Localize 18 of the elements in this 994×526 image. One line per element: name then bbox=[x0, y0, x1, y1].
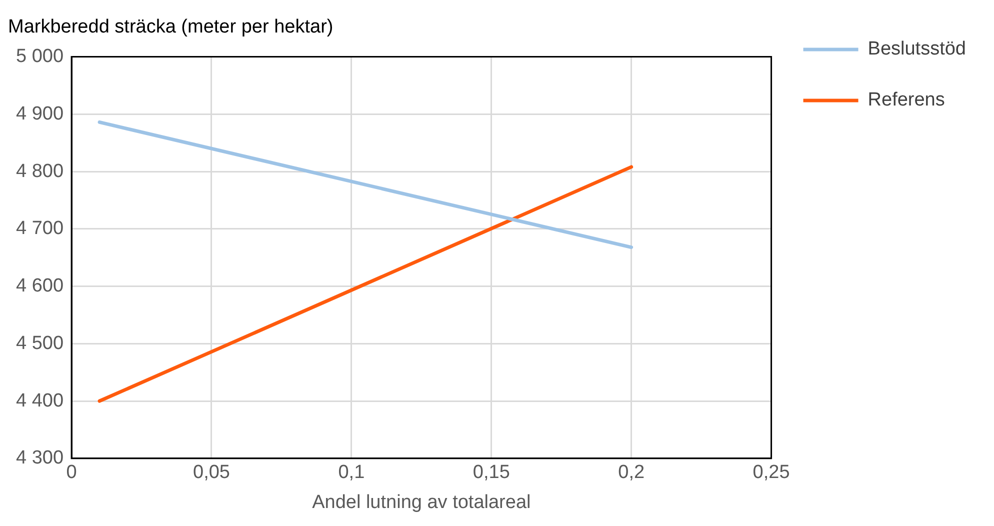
x-axis-title: Andel lutning av totalareal bbox=[312, 492, 531, 513]
legend-label: Referens bbox=[868, 90, 945, 111]
legend-label: Beslutsstöd bbox=[868, 38, 966, 60]
y-tick-label: 5 000 bbox=[16, 46, 64, 68]
y-tick-label: 4 900 bbox=[16, 103, 64, 124]
x-tick-label: 0 bbox=[66, 462, 77, 484]
x-tick-label: 0,15 bbox=[472, 462, 510, 484]
y-tick-label: 4 500 bbox=[16, 332, 64, 354]
y-tick-label: 4 300 bbox=[16, 448, 64, 469]
y-axis-title: Markberedd sträcka (meter per hektar) bbox=[8, 16, 334, 38]
y-tick-label: 4 600 bbox=[16, 276, 64, 297]
x-tick-label: 0,05 bbox=[193, 462, 230, 484]
y-tick-label: 4 400 bbox=[16, 390, 64, 412]
x-tick-label: 0,25 bbox=[752, 462, 790, 484]
x-tick-label: 0,1 bbox=[338, 462, 365, 484]
x-tick-label: 0,2 bbox=[618, 462, 645, 484]
y-tick-label: 4 700 bbox=[16, 218, 64, 240]
y-tick-label: 4 800 bbox=[16, 160, 64, 182]
